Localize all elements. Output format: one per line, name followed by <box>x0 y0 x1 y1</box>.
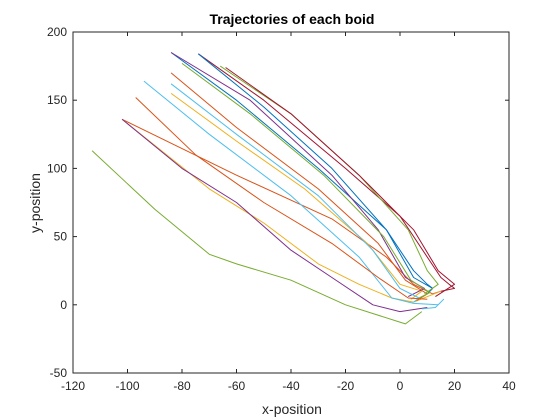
x-tick-label: 0 <box>397 379 404 393</box>
series-line-14 <box>135 97 428 300</box>
y-tick-label: 200 <box>47 25 67 39</box>
series-line-4 <box>91 150 423 325</box>
series-line-6 <box>198 53 455 292</box>
plot-box <box>72 31 510 374</box>
y-tick-label: 100 <box>47 161 67 175</box>
x-tick-label: -40 <box>282 379 300 393</box>
series-layer <box>91 52 455 325</box>
y-tick-label: -50 <box>50 366 68 380</box>
series-line-5 <box>143 80 445 310</box>
y-tick-label: 50 <box>54 230 68 244</box>
series-line-12 <box>170 83 420 303</box>
series-line-15 <box>181 62 431 299</box>
series-line-8 <box>170 72 428 302</box>
series-line-11 <box>219 65 439 295</box>
tick-layer: -120 -100 -80 -60 -40 -20 0 20 40 -50 0 50 100 150 200 <box>47 25 516 393</box>
x-tick-label: -120 <box>61 379 85 393</box>
x-tick-label: -60 <box>228 379 246 393</box>
y-tick-label: 150 <box>47 93 67 107</box>
chart-title: Trajectories of each boid <box>210 11 375 27</box>
y-tick-label: 0 <box>60 298 67 312</box>
x-tick-label: -20 <box>337 379 355 393</box>
x-tick-label: 20 <box>448 379 462 393</box>
series-line-9 <box>170 92 423 300</box>
series-line-3 <box>121 118 428 313</box>
x-tick-label: -80 <box>173 379 191 393</box>
x-tick-label: -100 <box>115 379 139 393</box>
series-line-10 <box>170 52 425 298</box>
y-axis-label: y-position <box>27 173 43 233</box>
series-line-2 <box>121 118 442 303</box>
x-axis-label: x-position <box>262 401 322 417</box>
series-line-1 <box>121 118 442 295</box>
series-line-13 <box>225 67 455 298</box>
x-tick-label: 40 <box>502 379 516 393</box>
